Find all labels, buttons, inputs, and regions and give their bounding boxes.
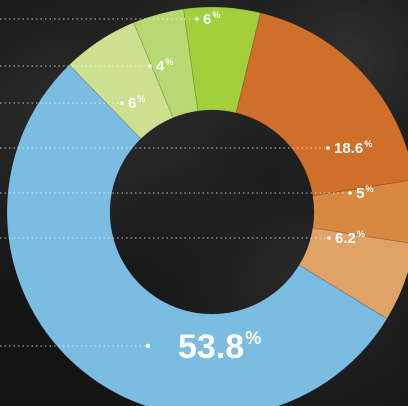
slice-unit-1: % — [364, 139, 372, 149]
slice-label-6: 4% — [156, 57, 173, 75]
slice-0 — [182, 6, 262, 114]
slice-unit-6: % — [165, 57, 173, 67]
slice-value-6: 4 — [156, 58, 165, 75]
slice-2 — [312, 180, 408, 244]
slice-unit-3: % — [357, 229, 365, 239]
slice-label-2: 5% — [356, 184, 373, 202]
slice-label-4: 53.8% — [178, 328, 261, 366]
slice-label-1: 18.6% — [334, 139, 372, 157]
leader-dot-2 — [348, 191, 352, 195]
donut-slices — [6, 6, 408, 406]
leader-dot-0 — [195, 17, 199, 21]
slice-unit-0: % — [212, 10, 220, 20]
slice-value-0: 6 — [203, 11, 211, 28]
leader-dot-3 — [327, 236, 331, 240]
slice-value-3: 6.2 — [335, 230, 356, 247]
slice-value-1: 18.6 — [334, 140, 363, 157]
slice-label-3: 6.2% — [335, 229, 365, 247]
leader-dot-1 — [326, 146, 330, 150]
slice-value-5: 6 — [128, 95, 136, 112]
slice-value-4: 53.8 — [178, 328, 244, 366]
slice-6 — [133, 8, 199, 119]
slice-value-2: 5 — [356, 185, 364, 202]
slice-1 — [235, 12, 408, 197]
leader-dot-4 — [145, 343, 151, 349]
slice-5 — [68, 21, 174, 140]
slice-unit-5: % — [137, 94, 145, 104]
slice-4 — [6, 64, 388, 406]
slice-unit-2: % — [365, 184, 373, 194]
leader-dot-6 — [148, 64, 152, 68]
slice-labels: 6%18.6%5%6.2%53.8%6%4% — [128, 10, 373, 366]
slice-label-0: 6% — [203, 10, 220, 28]
leader-lines — [0, 17, 352, 349]
slice-unit-4: % — [245, 328, 261, 348]
leader-dot-5 — [120, 101, 124, 105]
slice-label-5: 6% — [128, 94, 145, 112]
